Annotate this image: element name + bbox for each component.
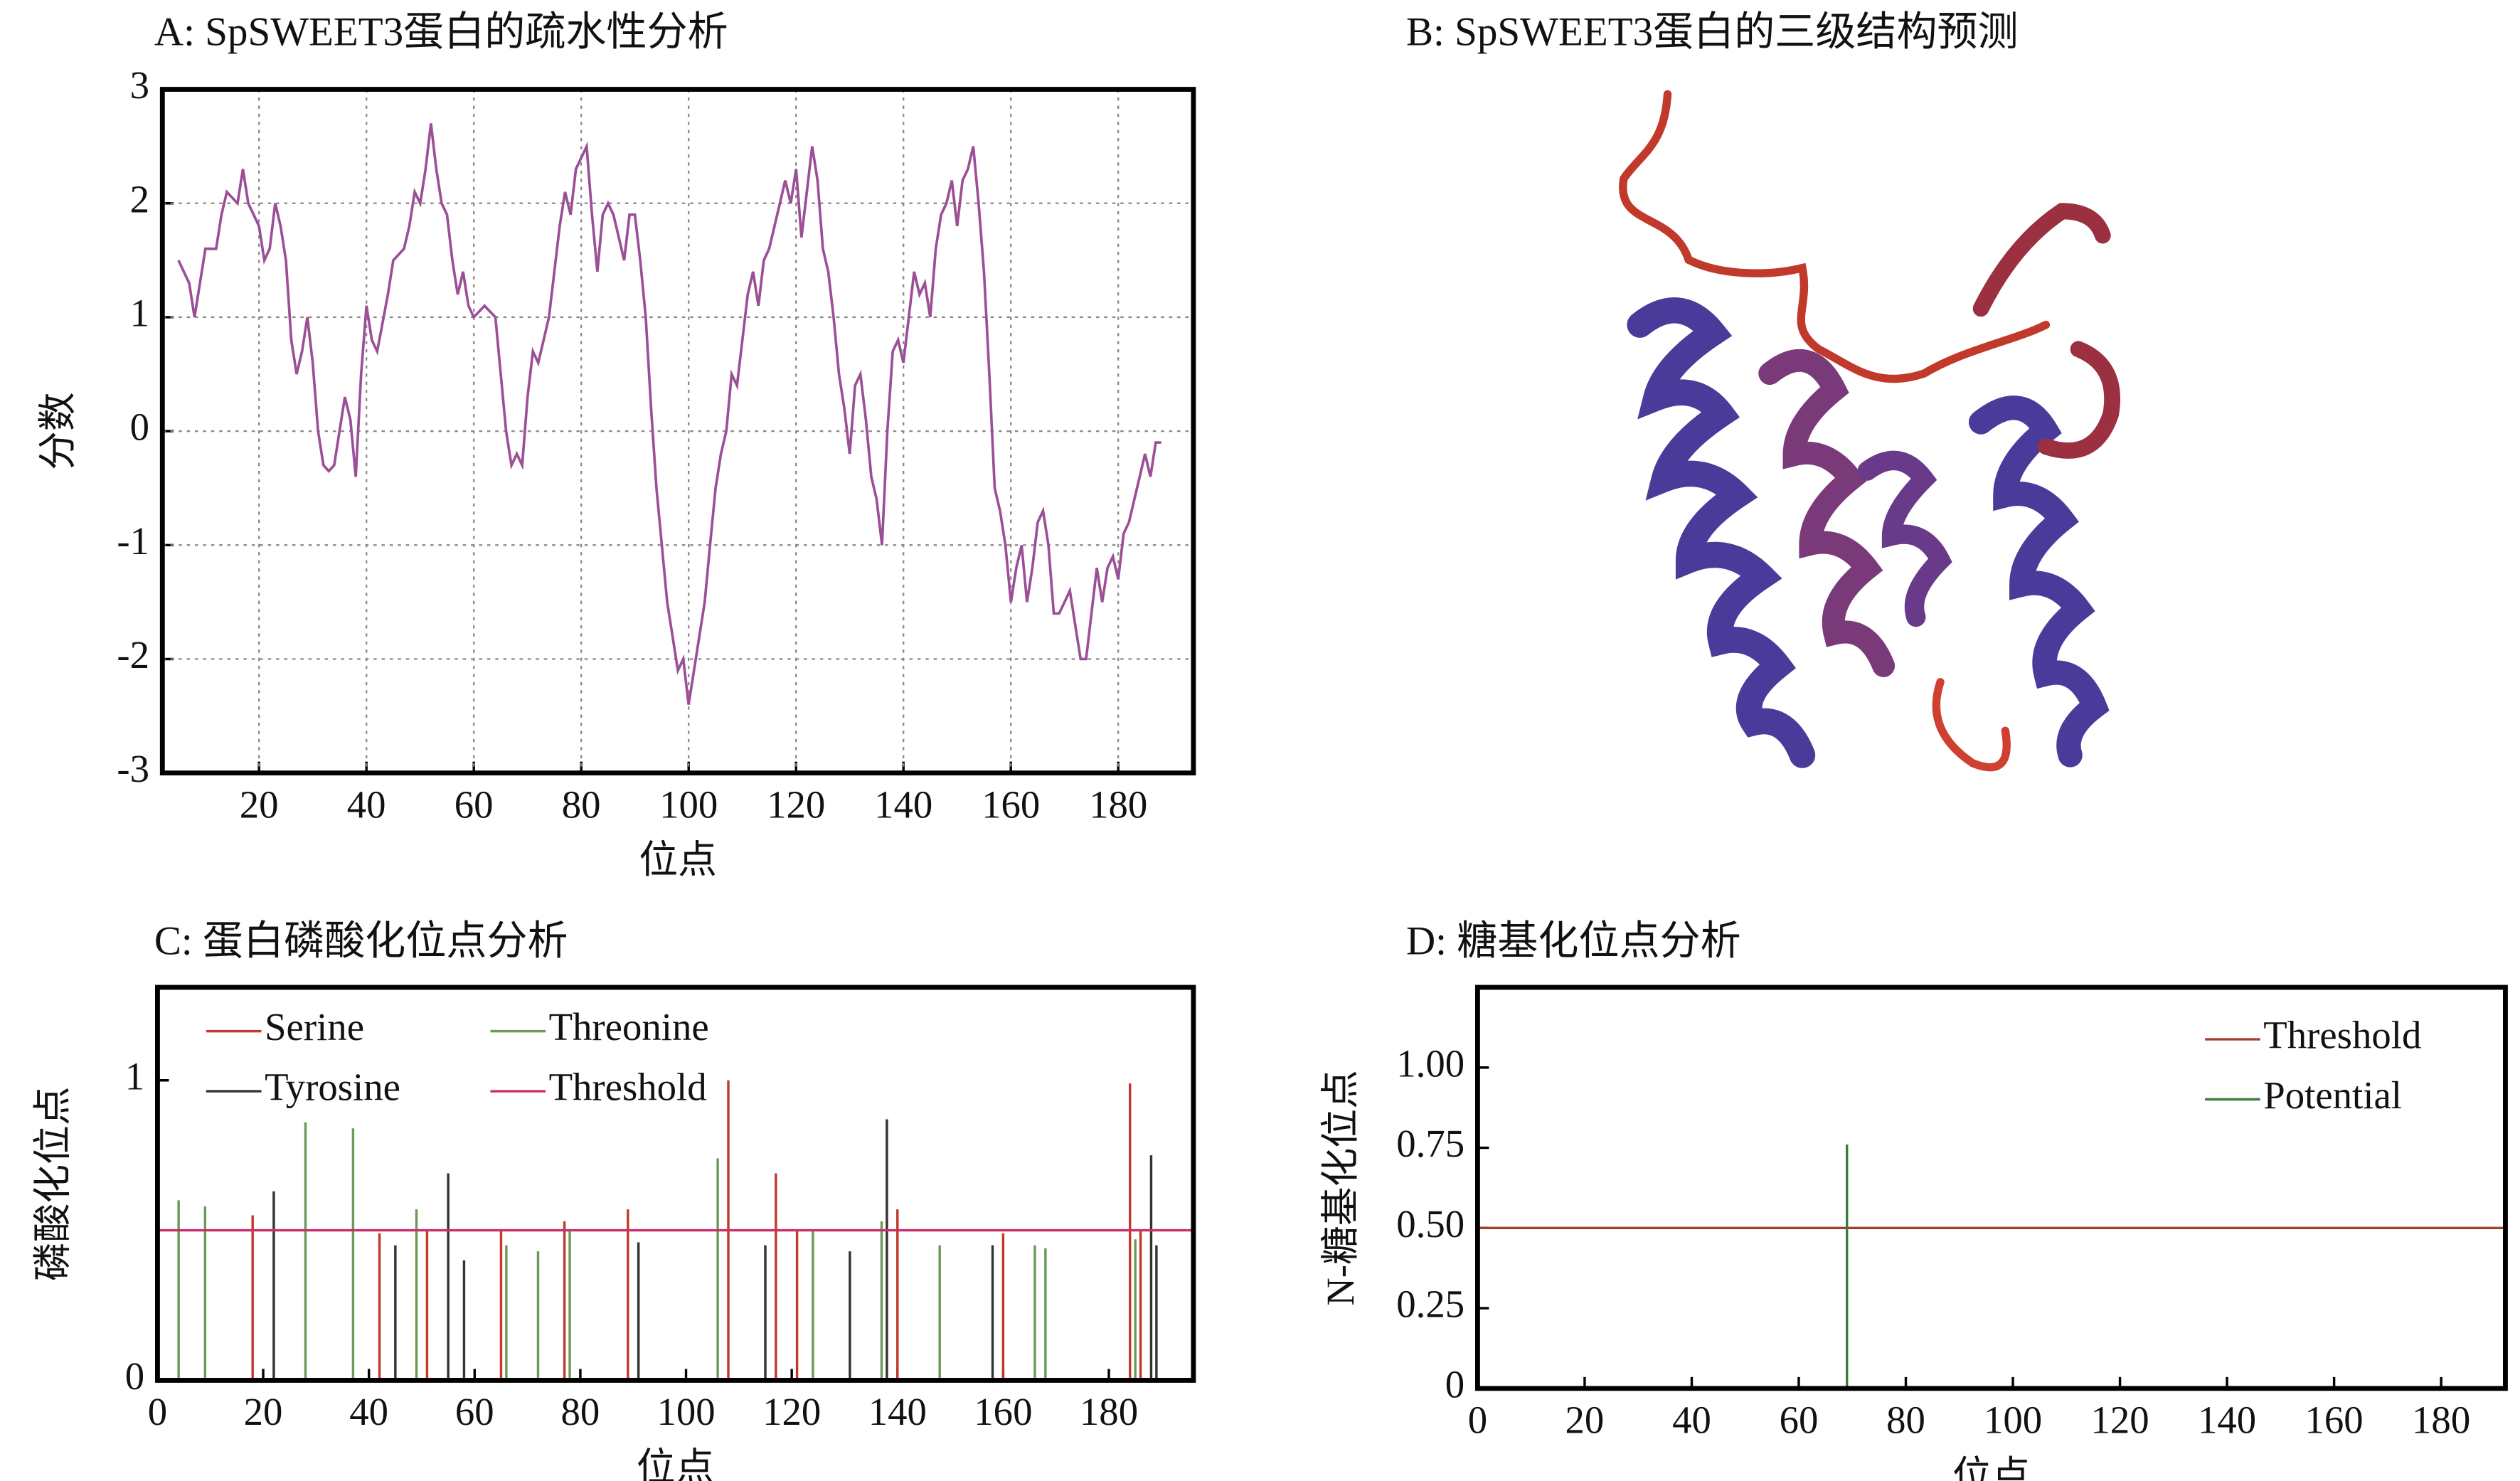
y-tick-label: -2 [117, 633, 149, 676]
x-tick-label: 140 [868, 1390, 927, 1433]
x-tick-label: 140 [874, 782, 932, 826]
x-tick-label: 160 [982, 782, 1040, 826]
legend-label: Threshold [2263, 1014, 2421, 1057]
legend-label: Potential [2263, 1073, 2402, 1117]
x-tick-label: 180 [1080, 1390, 1138, 1433]
legend-label: Tyrosine [265, 1066, 400, 1109]
x-tick-label: 40 [349, 1390, 388, 1433]
protein-structure [1619, 90, 2121, 772]
x-tick-label: 100 [1984, 1398, 2042, 1442]
panel-b-title: B: SpSWEET3蛋白的三级结构预测 [1406, 9, 2019, 54]
y-tick-label: 2 [130, 177, 149, 221]
x-tick-label: 180 [1089, 782, 1147, 826]
y-axis-label: 磷酸化位点 [31, 1086, 74, 1281]
y-tick-label: 0 [130, 405, 149, 449]
panel-title: A: SpSWEET3蛋白的疏水性分析 [154, 9, 728, 54]
y-tick-label: -3 [117, 747, 149, 790]
x-axis-label: 位点 [637, 1445, 715, 1481]
x-tick-label: 160 [2305, 1398, 2364, 1442]
y-tick-label: 0 [125, 1354, 144, 1398]
x-tick-label: 140 [2198, 1398, 2256, 1442]
y-axis-label: N-糖基化位点 [1319, 1070, 1362, 1306]
plot-frame [1474, 984, 2508, 1391]
y-tick-label: 1.00 [1396, 1041, 1464, 1085]
x-tick-label: 0 [1468, 1398, 1487, 1442]
x-tick-label: 100 [659, 782, 718, 826]
x-tick-label: 60 [454, 782, 494, 826]
x-tick-label: 120 [2090, 1398, 2149, 1442]
plot-frame [155, 984, 1196, 1383]
y-tick-label: 0.50 [1396, 1202, 1464, 1246]
x-tick-label: 80 [561, 1390, 600, 1433]
x-tick-label: 40 [347, 782, 386, 826]
x-tick-label: 20 [240, 782, 279, 826]
x-axis-label: 位点 [639, 838, 717, 881]
y-tick-label: 3 [130, 63, 149, 107]
y-tick-label: 1 [125, 1054, 144, 1098]
panel-title: C: 蛋白磷酸化位点分析 [154, 919, 568, 964]
legend-label: Serine [265, 1005, 364, 1049]
hydrophobicity-line [177, 123, 1161, 705]
x-tick-label: 60 [1780, 1398, 1819, 1442]
y-tick-label: 0.75 [1396, 1122, 1464, 1165]
x-axis-label: 位点 [1952, 1453, 2031, 1481]
legend-label: Threshold [549, 1066, 707, 1109]
x-tick-label: 20 [1565, 1398, 1605, 1442]
x-tick-label: 40 [1672, 1398, 1711, 1442]
y-tick-label: 0.25 [1396, 1283, 1464, 1326]
x-tick-label: 160 [974, 1390, 1032, 1433]
x-tick-label: 100 [656, 1390, 715, 1433]
x-tick-label: 80 [1886, 1398, 1925, 1442]
x-tick-label: 0 [148, 1390, 167, 1433]
y-axis-label: 分数 [36, 392, 79, 470]
y-tick-label: -1 [117, 519, 149, 563]
panel-title: D: 糖基化位点分析 [1406, 919, 1741, 964]
x-tick-label: 80 [562, 782, 601, 826]
plot-frame [159, 87, 1196, 776]
y-tick-label: 0 [1445, 1362, 1464, 1406]
x-tick-label: 180 [2412, 1398, 2470, 1442]
legend-label: Threonine [549, 1005, 709, 1049]
x-tick-label: 60 [455, 1390, 494, 1433]
x-tick-label: 120 [767, 782, 825, 826]
y-tick-label: 1 [130, 292, 149, 335]
x-tick-label: 20 [244, 1390, 283, 1433]
x-tick-label: 120 [762, 1390, 821, 1433]
